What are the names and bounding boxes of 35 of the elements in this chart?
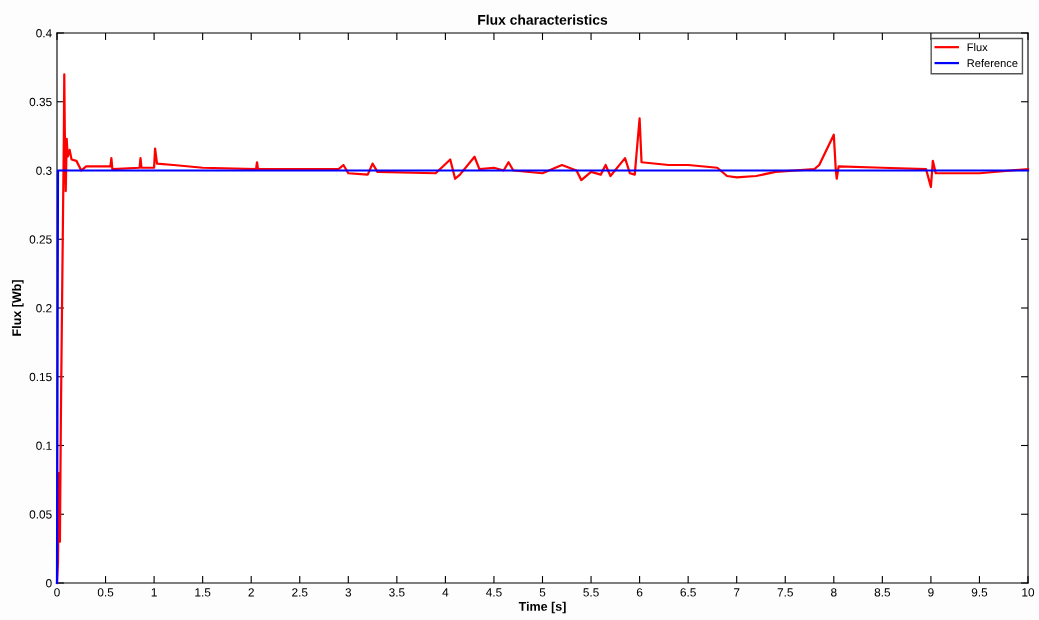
x-tick-label: 1	[151, 588, 157, 597]
x-tick-label: 1.5	[195, 588, 211, 597]
x-tick-label: 7.5	[777, 588, 793, 597]
x-axis-title: Time [s]	[518, 601, 566, 614]
y-tick-label: 0.15	[29, 372, 52, 382]
x-tick-label: 2.5	[292, 588, 308, 597]
y-tick-label: 0.4	[36, 29, 52, 38]
x-tick-label: 10	[1022, 588, 1035, 597]
x-tick-label: 8	[831, 588, 837, 597]
y-tick-label: 0.2	[36, 304, 52, 313]
y-tick-label: 0	[46, 579, 52, 588]
y-tick-label: 0.1	[36, 441, 52, 450]
y-tick-label: 0.05	[29, 510, 52, 519]
x-tick-label: 0	[54, 588, 60, 597]
x-tick-label: 4	[442, 588, 449, 597]
x-tick-label: 3	[345, 588, 352, 597]
x-tick-label: 5.5	[583, 588, 599, 597]
legend-label: Flux	[967, 43, 988, 52]
x-tick-label: 0.5	[97, 588, 114, 597]
x-tick-label: 2	[248, 588, 254, 597]
x-tick-label: 4.5	[486, 588, 502, 597]
x-tick-label: 5	[539, 588, 546, 597]
x-tick-label: 9.5	[971, 588, 988, 597]
x-tick-label: 8.5	[874, 588, 891, 597]
x-tick-label: 6	[636, 588, 643, 597]
legend-label: Reference	[967, 58, 1018, 68]
y-tick-label: 0.25	[29, 235, 52, 244]
y-tick-label: 0.3	[36, 166, 52, 175]
x-tick-label: 6.5	[680, 588, 696, 597]
x-tick-label: 9	[928, 588, 934, 597]
y-axis-title: Flux [Wb]	[11, 280, 24, 336]
y-tick-label: 0.35	[29, 97, 52, 107]
x-tick-label: 7	[734, 588, 740, 597]
x-tick-label: 3.5	[389, 588, 405, 597]
chart-title: Flux characteristics	[478, 14, 608, 25]
